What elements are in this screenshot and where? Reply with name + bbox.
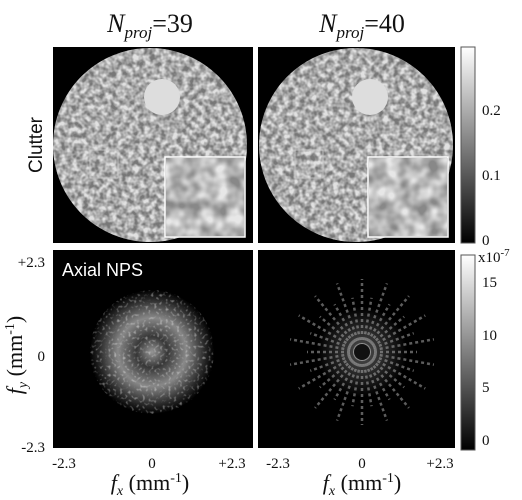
x-axis-label: fx (mm-1) bbox=[111, 470, 189, 495]
x-tick-label: +2.3 bbox=[218, 456, 245, 472]
figure: Nproj=39 Nproj=40 Clutter Axial NPS 0.2 … bbox=[0, 0, 522, 495]
x-tick-label: -2.3 bbox=[266, 456, 290, 472]
colorbar bbox=[461, 255, 475, 450]
x-tick-label: +2.3 bbox=[426, 456, 453, 472]
row-label: Clutter bbox=[26, 116, 47, 173]
colorbar-multiplier: x10-7 bbox=[478, 247, 510, 266]
colorbar-tick: 0 bbox=[482, 433, 490, 449]
x-axis-label: fx (mm-1) bbox=[323, 470, 401, 495]
colorbar-tick: 0.2 bbox=[482, 103, 501, 119]
column-title: Nproj=39 bbox=[106, 9, 193, 42]
x-tick-label: -2.3 bbox=[52, 456, 76, 472]
y-tick-label: -2.3 bbox=[21, 440, 45, 456]
row-label: Axial NPS bbox=[62, 260, 143, 280]
y-axis-label: fy (mm-1) bbox=[2, 316, 31, 394]
colorbar-tick: 10 bbox=[482, 328, 497, 344]
colorbar bbox=[461, 47, 475, 243]
column-title: Nproj=40 bbox=[318, 9, 405, 42]
y-tick-label: 0 bbox=[38, 349, 46, 365]
colorbar-tick: 15 bbox=[482, 275, 497, 291]
panels bbox=[50, 45, 475, 450]
y-tick-label: +2.3 bbox=[18, 255, 45, 271]
colorbar-tick: 5 bbox=[482, 380, 490, 396]
colorbar-tick: 0 bbox=[482, 233, 490, 249]
colorbar-tick: 0.1 bbox=[482, 168, 501, 184]
